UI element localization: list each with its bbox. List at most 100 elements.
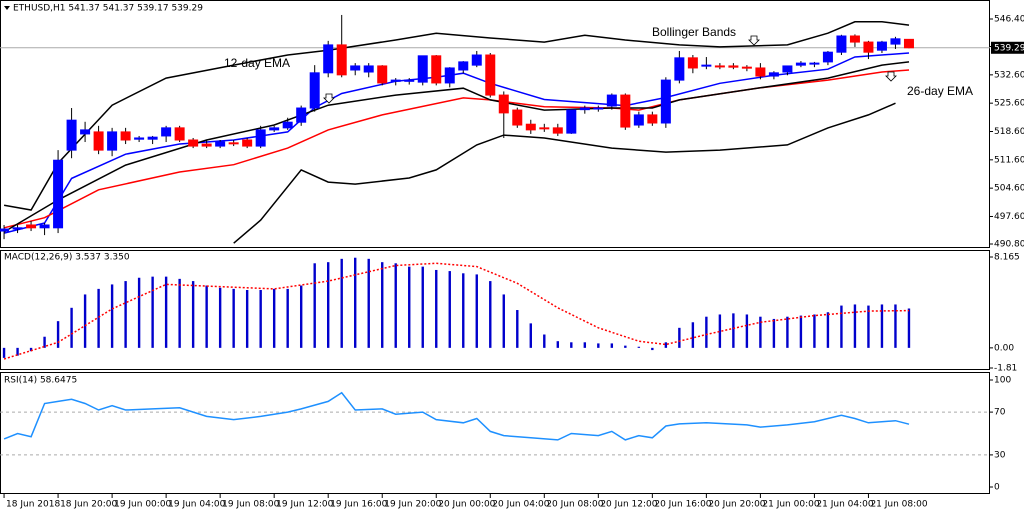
- macd-panel: [0, 250, 990, 370]
- y-tick-label: 30: [994, 450, 1006, 460]
- macd-bar: [583, 342, 587, 348]
- macd-bar: [489, 281, 492, 348]
- x-tick-label: 20 Jun 08:00: [546, 500, 603, 510]
- candle-body: [26, 224, 37, 229]
- candle-body: [863, 41, 874, 53]
- macd-bar: [259, 289, 262, 348]
- macd-bar: [245, 289, 249, 348]
- macd-bar: [272, 288, 276, 348]
- candle-body: [80, 129, 91, 135]
- x-tick-label: 20 Jun 12:00: [600, 500, 657, 510]
- candle-body: [188, 139, 199, 147]
- y-tick-label: 8.165: [994, 253, 1020, 263]
- rsi-panel: [0, 372, 990, 494]
- x-tick-label: 19 Jun 04:00: [168, 500, 225, 510]
- candle-body: [485, 54, 496, 96]
- macd-bar: [894, 304, 897, 348]
- macd-bar: [151, 276, 154, 348]
- candle-body: [269, 127, 280, 131]
- macd-bar: [826, 312, 830, 348]
- candle-body: [161, 127, 172, 137]
- candle-body: [849, 35, 860, 43]
- annotation: Bollinger Bands: [652, 25, 736, 39]
- macd-bar: [502, 294, 505, 348]
- macd-bar: [678, 327, 681, 348]
- x-tick-label: 20 Jun 00:00: [438, 500, 495, 510]
- y-tick-label: 532.60: [994, 70, 1024, 80]
- y-tick-label: 0.00: [994, 343, 1014, 353]
- x-tick-label: 18 Jun 20:00: [60, 500, 117, 510]
- x-tick-label: 20 Jun 16:00: [654, 500, 711, 510]
- candle-body: [579, 107, 590, 111]
- macd-bar: [624, 345, 627, 348]
- macd-bar: [745, 314, 749, 348]
- candle-body: [795, 62, 806, 66]
- candle-body: [660, 79, 671, 124]
- candle-body: [147, 136, 158, 140]
- macd-bar: [853, 304, 857, 348]
- candle-body: [633, 114, 644, 126]
- y-tick-label: 70: [994, 408, 1006, 418]
- candle-body: [444, 67, 455, 84]
- macd-bar: [570, 342, 573, 348]
- macd-bar: [232, 288, 235, 348]
- macd-bar: [799, 315, 803, 348]
- candle-body: [836, 35, 847, 53]
- candle-body: [417, 55, 428, 83]
- candle-body: [377, 65, 388, 84]
- macd-bar: [759, 316, 762, 348]
- candle-body: [0, 228, 10, 232]
- annotation-arrow: [323, 93, 335, 104]
- main-panel: [0, 0, 990, 248]
- band-line: [3, 21, 910, 211]
- macd-bar: [313, 263, 316, 348]
- macd-bar: [124, 281, 127, 348]
- annotation-arrow: [885, 71, 897, 82]
- macd-bar: [691, 322, 695, 348]
- candle-body: [282, 121, 293, 129]
- y-tick-label: 518.60: [994, 127, 1024, 137]
- x-tick-label: 20 Jun 04:00: [492, 500, 549, 510]
- macd-bar: [29, 347, 33, 352]
- macd-bar: [218, 287, 222, 348]
- macd-bar: [137, 277, 141, 348]
- macd-bar: [529, 323, 532, 348]
- macd-bar: [164, 276, 168, 348]
- macd-bar: [475, 274, 478, 348]
- macd-bar: [83, 294, 87, 348]
- candle-body: [782, 65, 793, 73]
- macd-bar: [2, 347, 6, 358]
- candle-body: [53, 159, 64, 229]
- macd-bar: [637, 346, 641, 348]
- macd-bar: [597, 343, 600, 348]
- candle-body: [350, 65, 361, 71]
- candle-body: [876, 41, 887, 51]
- candle-body: [242, 139, 253, 147]
- macd-bar: [381, 262, 384, 348]
- ema-line: [3, 52, 910, 234]
- y-tick-label: 504.60: [994, 184, 1024, 194]
- macd-bar: [462, 273, 465, 348]
- y-tick-label: 546.40: [994, 15, 1024, 25]
- macd-bar: [97, 288, 100, 348]
- macd-bar: [556, 341, 560, 348]
- macd-bar: [16, 347, 19, 356]
- macd-bar: [435, 269, 438, 348]
- annotation: 26-day EMA: [907, 84, 973, 98]
- x-tick-label: 19 Jun 12:00: [276, 500, 333, 510]
- signal-line: [3, 262, 910, 360]
- candle-body: [323, 44, 334, 74]
- macd-bar: [718, 314, 722, 348]
- x-tick-label: 21 Jun 04:00: [816, 500, 873, 510]
- macd-bar: [205, 285, 208, 348]
- candle-body: [93, 131, 104, 151]
- macd-bar: [664, 342, 668, 348]
- macd-bar: [867, 305, 870, 348]
- y-tick-label: -1.81: [994, 364, 1017, 374]
- price-tag: [991, 41, 1024, 54]
- candle-body: [890, 38, 901, 45]
- candle-body: [39, 224, 50, 229]
- macd-bar: [286, 288, 289, 348]
- macd-bar: [43, 336, 46, 348]
- macd-bar: [610, 343, 614, 348]
